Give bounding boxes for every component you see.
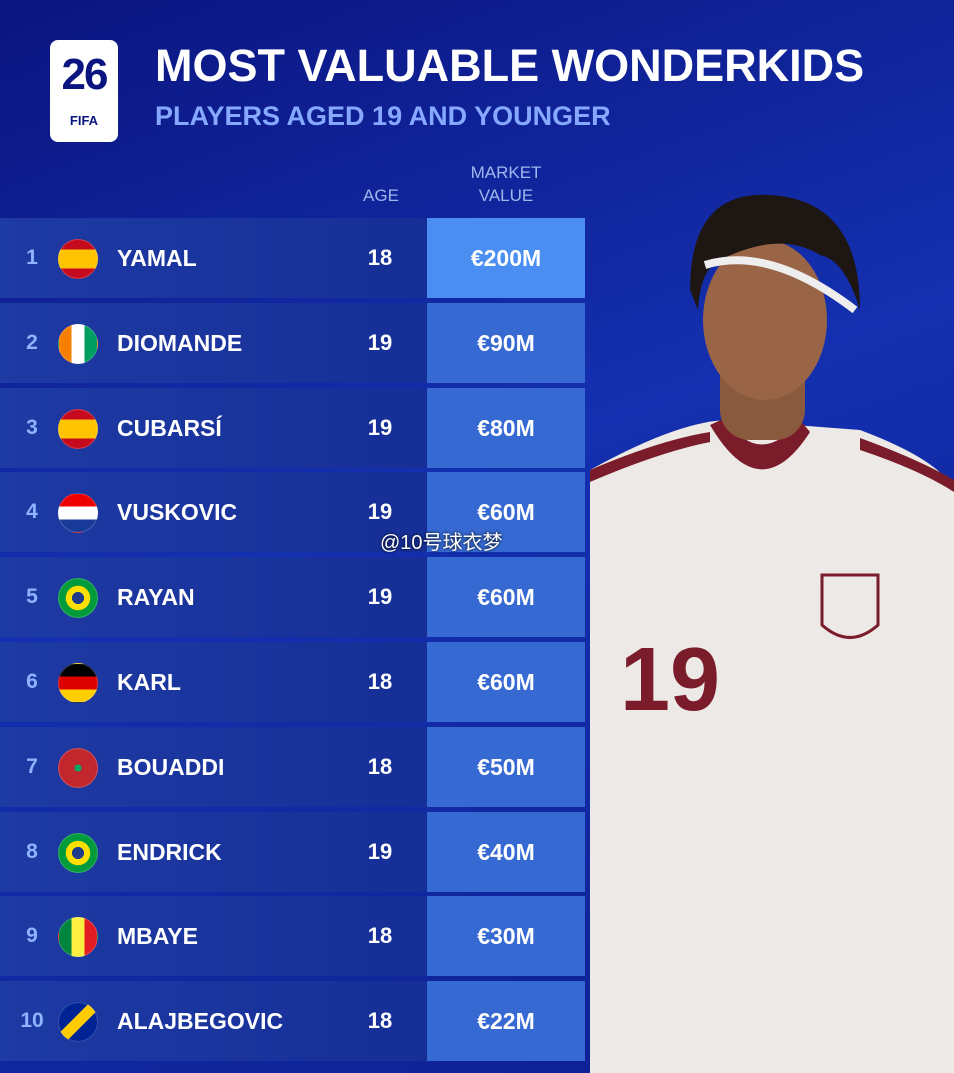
market-value: €22M	[427, 981, 585, 1062]
market-value: €200M	[427, 218, 585, 298]
table-row: 6 KARL 18 €60M	[0, 642, 585, 722]
table-row: 9 MBAYE 18 €30M	[0, 896, 585, 977]
age: 18	[367, 753, 393, 779]
flag	[58, 493, 98, 534]
flag	[58, 917, 98, 958]
player-name: CUBARSÍ	[117, 414, 222, 441]
rank: 8	[26, 839, 38, 863]
player-name: DIOMANDE	[117, 329, 243, 356]
player-name: RAYAN	[117, 584, 195, 611]
shirt-number: 19	[620, 630, 720, 730]
age: 19	[367, 838, 393, 864]
flag	[58, 1002, 98, 1043]
player-name: BOUADDI	[117, 753, 225, 780]
table-row: 5 RAYAN 19 €60M	[0, 557, 585, 638]
age: 19	[367, 414, 393, 440]
rank: 9	[26, 924, 38, 948]
age: 18	[367, 669, 393, 694]
player-name: VUSKOVIC	[117, 499, 238, 526]
market-value: €50M	[427, 726, 585, 807]
age-header: AGE	[363, 186, 399, 205]
title: MOST VALUABLE WONDERKIDS	[155, 40, 865, 91]
player-photo: 19	[590, 194, 954, 1073]
rank: 7	[26, 754, 38, 778]
flag	[58, 239, 98, 279]
player-name: ALAJBEGOVIC	[117, 1008, 284, 1035]
market-value: €80M	[427, 387, 585, 468]
age: 19	[367, 499, 393, 525]
market-value: €90M	[427, 302, 585, 383]
rank: 2	[26, 330, 38, 354]
market-value: €30M	[427, 896, 585, 977]
table-row: 2 DIOMANDE 19 €90M	[0, 302, 585, 383]
player-name: MBAYE	[117, 923, 198, 950]
market-value: €60M	[427, 472, 585, 553]
age: 18	[367, 923, 393, 949]
age: 18	[367, 245, 393, 270]
flag	[58, 323, 98, 364]
market-value: €40M	[427, 811, 585, 892]
age: 19	[367, 584, 393, 610]
table-row: 8 ENDRICK 19 €40M	[0, 811, 585, 892]
rank: 10	[20, 1009, 44, 1033]
flag	[58, 408, 98, 449]
player-name: ENDRICK	[117, 838, 222, 865]
logo-text: FIFA	[69, 113, 99, 128]
rank: 5	[26, 585, 38, 609]
logo-number: 26	[61, 50, 109, 99]
table-row: 3 CUBARSÍ 19 €80M	[0, 387, 585, 468]
flag	[58, 663, 98, 703]
flag	[58, 578, 98, 619]
table-row: 10 ALAJBEGOVIC 18 €22M	[0, 981, 585, 1062]
rank: 3	[26, 415, 38, 439]
rank: 4	[26, 500, 38, 524]
table-row: 1 YAMAL 18 €200M	[0, 218, 585, 298]
rank: 1	[26, 246, 38, 269]
table-row: 7 BOUADDI 18 €50M	[0, 726, 585, 807]
value-header: MARKET VALUE	[470, 163, 542, 205]
market-value: €60M	[427, 557, 585, 638]
table-row: 4 VUSKOVIC 19 €60M	[0, 472, 585, 553]
player-name: YAMAL	[117, 245, 197, 271]
market-value: €60M	[427, 642, 585, 722]
flag	[58, 832, 98, 873]
logo: 26 FIFA	[50, 40, 118, 142]
subtitle: PLAYERS AGED 19 AND YOUNGER	[155, 101, 611, 131]
watermark: @10号球衣梦	[380, 532, 503, 554]
age: 18	[367, 1008, 393, 1034]
rank: 6	[26, 670, 38, 693]
age: 19	[367, 329, 393, 355]
player-name: KARL	[117, 669, 181, 695]
flag	[58, 747, 98, 788]
